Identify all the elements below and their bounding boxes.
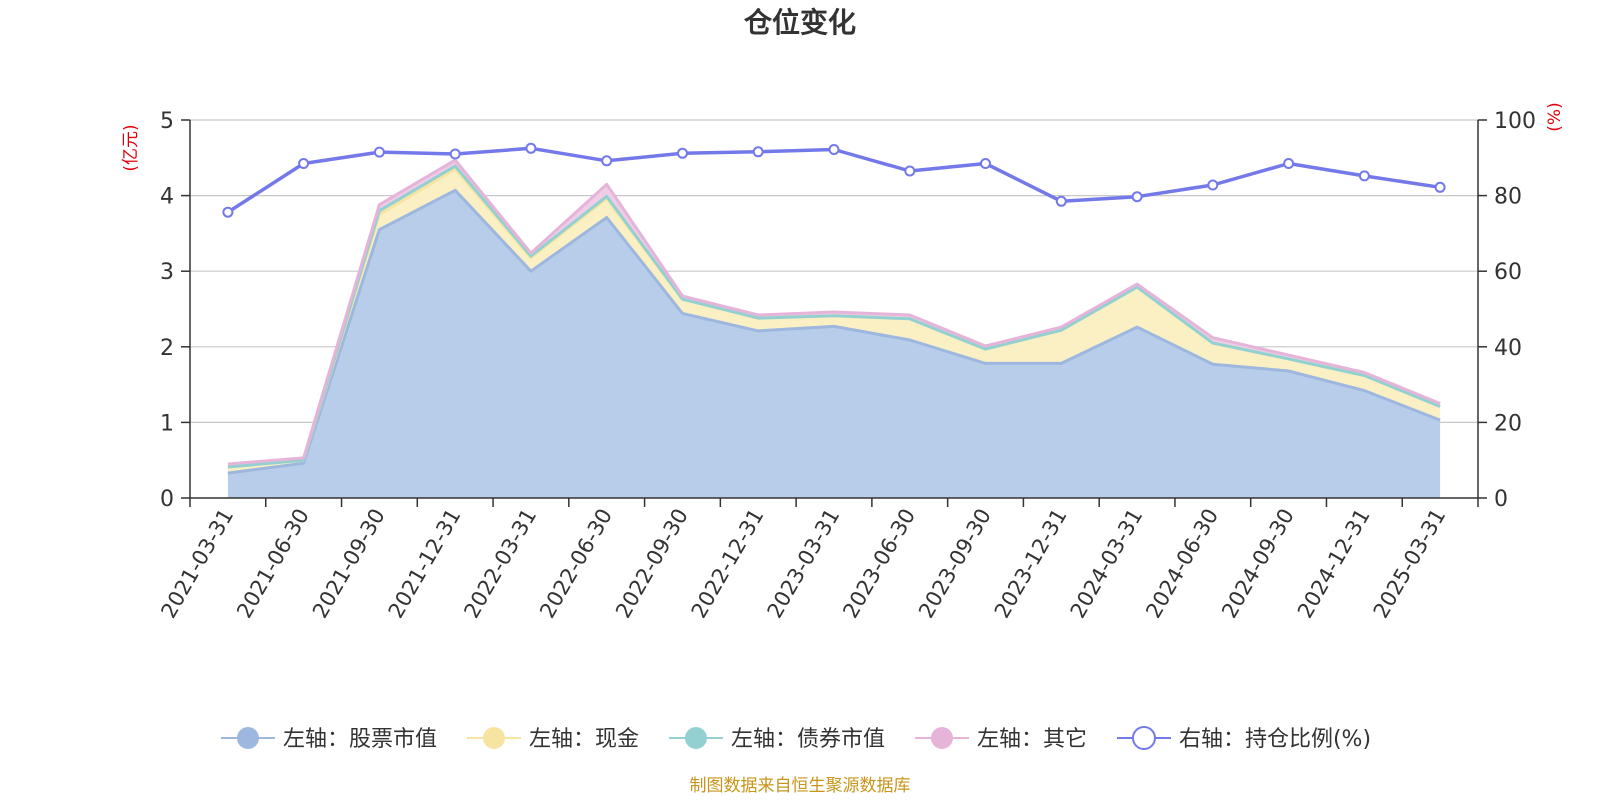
area-line-4 (227, 158, 1441, 466)
ratio-point (1055, 195, 1067, 207)
x-axis-tick-label: 2024-09-30 (1217, 505, 1299, 623)
ratio-point (373, 146, 385, 158)
area-2 (227, 169, 1441, 474)
left-axis-tick-label: 0 (160, 487, 174, 512)
x-axis-tick-label: 2023-12-31 (990, 505, 1072, 623)
x-axis-tick-label: 2022-03-31 (459, 505, 541, 623)
x-axis-tick-label: 2022-09-30 (611, 505, 693, 623)
x-axis-tick-label: 2024-06-30 (1141, 505, 1223, 623)
ratio-point (677, 147, 688, 159)
ratio-point (1131, 191, 1143, 203)
ratio-point (1358, 170, 1370, 182)
x-axis-tick-label: 2022-12-31 (687, 505, 769, 623)
legend-swatch-dot (482, 727, 505, 749)
legend-item-label: 左轴：债券市值 (731, 727, 885, 752)
right-axis-tick-label: 60 (1494, 260, 1522, 285)
x-axis-tick-label: 2021-12-31 (384, 505, 466, 623)
left-axis-tick-label: 2 (160, 336, 174, 361)
right-axis-unit: (%) (1545, 102, 1565, 131)
left-axis-tick-label: 4 (160, 185, 174, 210)
legend-item-label: 左轴：现金 (529, 727, 639, 752)
area-4 (227, 160, 1441, 467)
area-1 (227, 190, 1441, 499)
ratio-point (449, 148, 461, 160)
ratio-point (904, 165, 916, 177)
ratio-point (752, 146, 764, 158)
legend-swatch-dot (684, 727, 707, 749)
ratio-point (525, 142, 537, 154)
legend-item-label: 右轴：持仓比例(%) (1179, 727, 1371, 752)
left-axis-unit: (亿元) (121, 124, 141, 171)
legend-item-label: 左轴：股票市值 (283, 727, 437, 752)
left-axis-tick-label: 1 (160, 411, 174, 436)
right-axis-tick-label: 0 (1494, 487, 1508, 512)
ratio-point (222, 206, 234, 218)
x-axis-tick-label: 2022-06-30 (535, 505, 617, 623)
stacked-areas (227, 158, 1441, 499)
x-axis-tick-label: 2024-03-31 (1066, 505, 1148, 623)
x-axis-tick-label: 2021-09-30 (308, 505, 390, 623)
area-line-1 (227, 188, 1441, 475)
legend: 左轴：股票市值 左轴：现金 左轴：债券市值 左轴：其它 右轴：持仓比例(%) (220, 726, 1371, 752)
right-axis-tick-label: 100 (1494, 109, 1536, 134)
x-axis-tick-label: 2023-03-31 (763, 505, 845, 623)
ratio-point (828, 144, 840, 155)
legend-swatch-dot (930, 727, 953, 749)
chart-title: 仓位变化 (744, 6, 856, 39)
right-axis-tick-label: 20 (1494, 411, 1522, 436)
legend-item-label: 左轴：其它 (977, 727, 1087, 752)
area-line-3 (227, 164, 1441, 469)
ratio-point (298, 158, 310, 169)
x-axis-tick-label: 2025-03-31 (1369, 505, 1451, 623)
ratio-point (1434, 181, 1446, 193)
right-axis-tick-label: 80 (1494, 185, 1522, 210)
legend-swatch-dot (1131, 726, 1156, 750)
ratio-point (1283, 158, 1295, 169)
ratio-point (601, 155, 613, 167)
right-axis-tick-label: 40 (1494, 336, 1522, 361)
x-axis-tick-label: 2023-06-30 (838, 505, 920, 623)
x-axis-tick-label: 2024-12-31 (1293, 505, 1375, 623)
left-axis-tick-label: 3 (160, 260, 174, 285)
ratio-line-series (222, 142, 1446, 218)
ratio-point (1207, 179, 1219, 191)
ratio-point (980, 158, 991, 169)
source-note: 制图数据来自恒生聚源数据库 (690, 776, 911, 796)
left-axis-tick-label: 5 (160, 109, 174, 134)
x-axis-tick-label: 2021-06-30 (232, 505, 314, 623)
x-axis-tick-label: 2023-09-30 (914, 505, 996, 623)
x-axis-tick-label: 2021-03-31 (156, 505, 238, 623)
legend-swatch-dot (236, 727, 259, 749)
